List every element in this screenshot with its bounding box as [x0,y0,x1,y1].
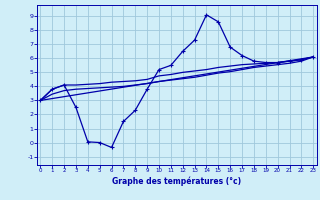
X-axis label: Graphe des températures (°c): Graphe des températures (°c) [112,176,241,186]
